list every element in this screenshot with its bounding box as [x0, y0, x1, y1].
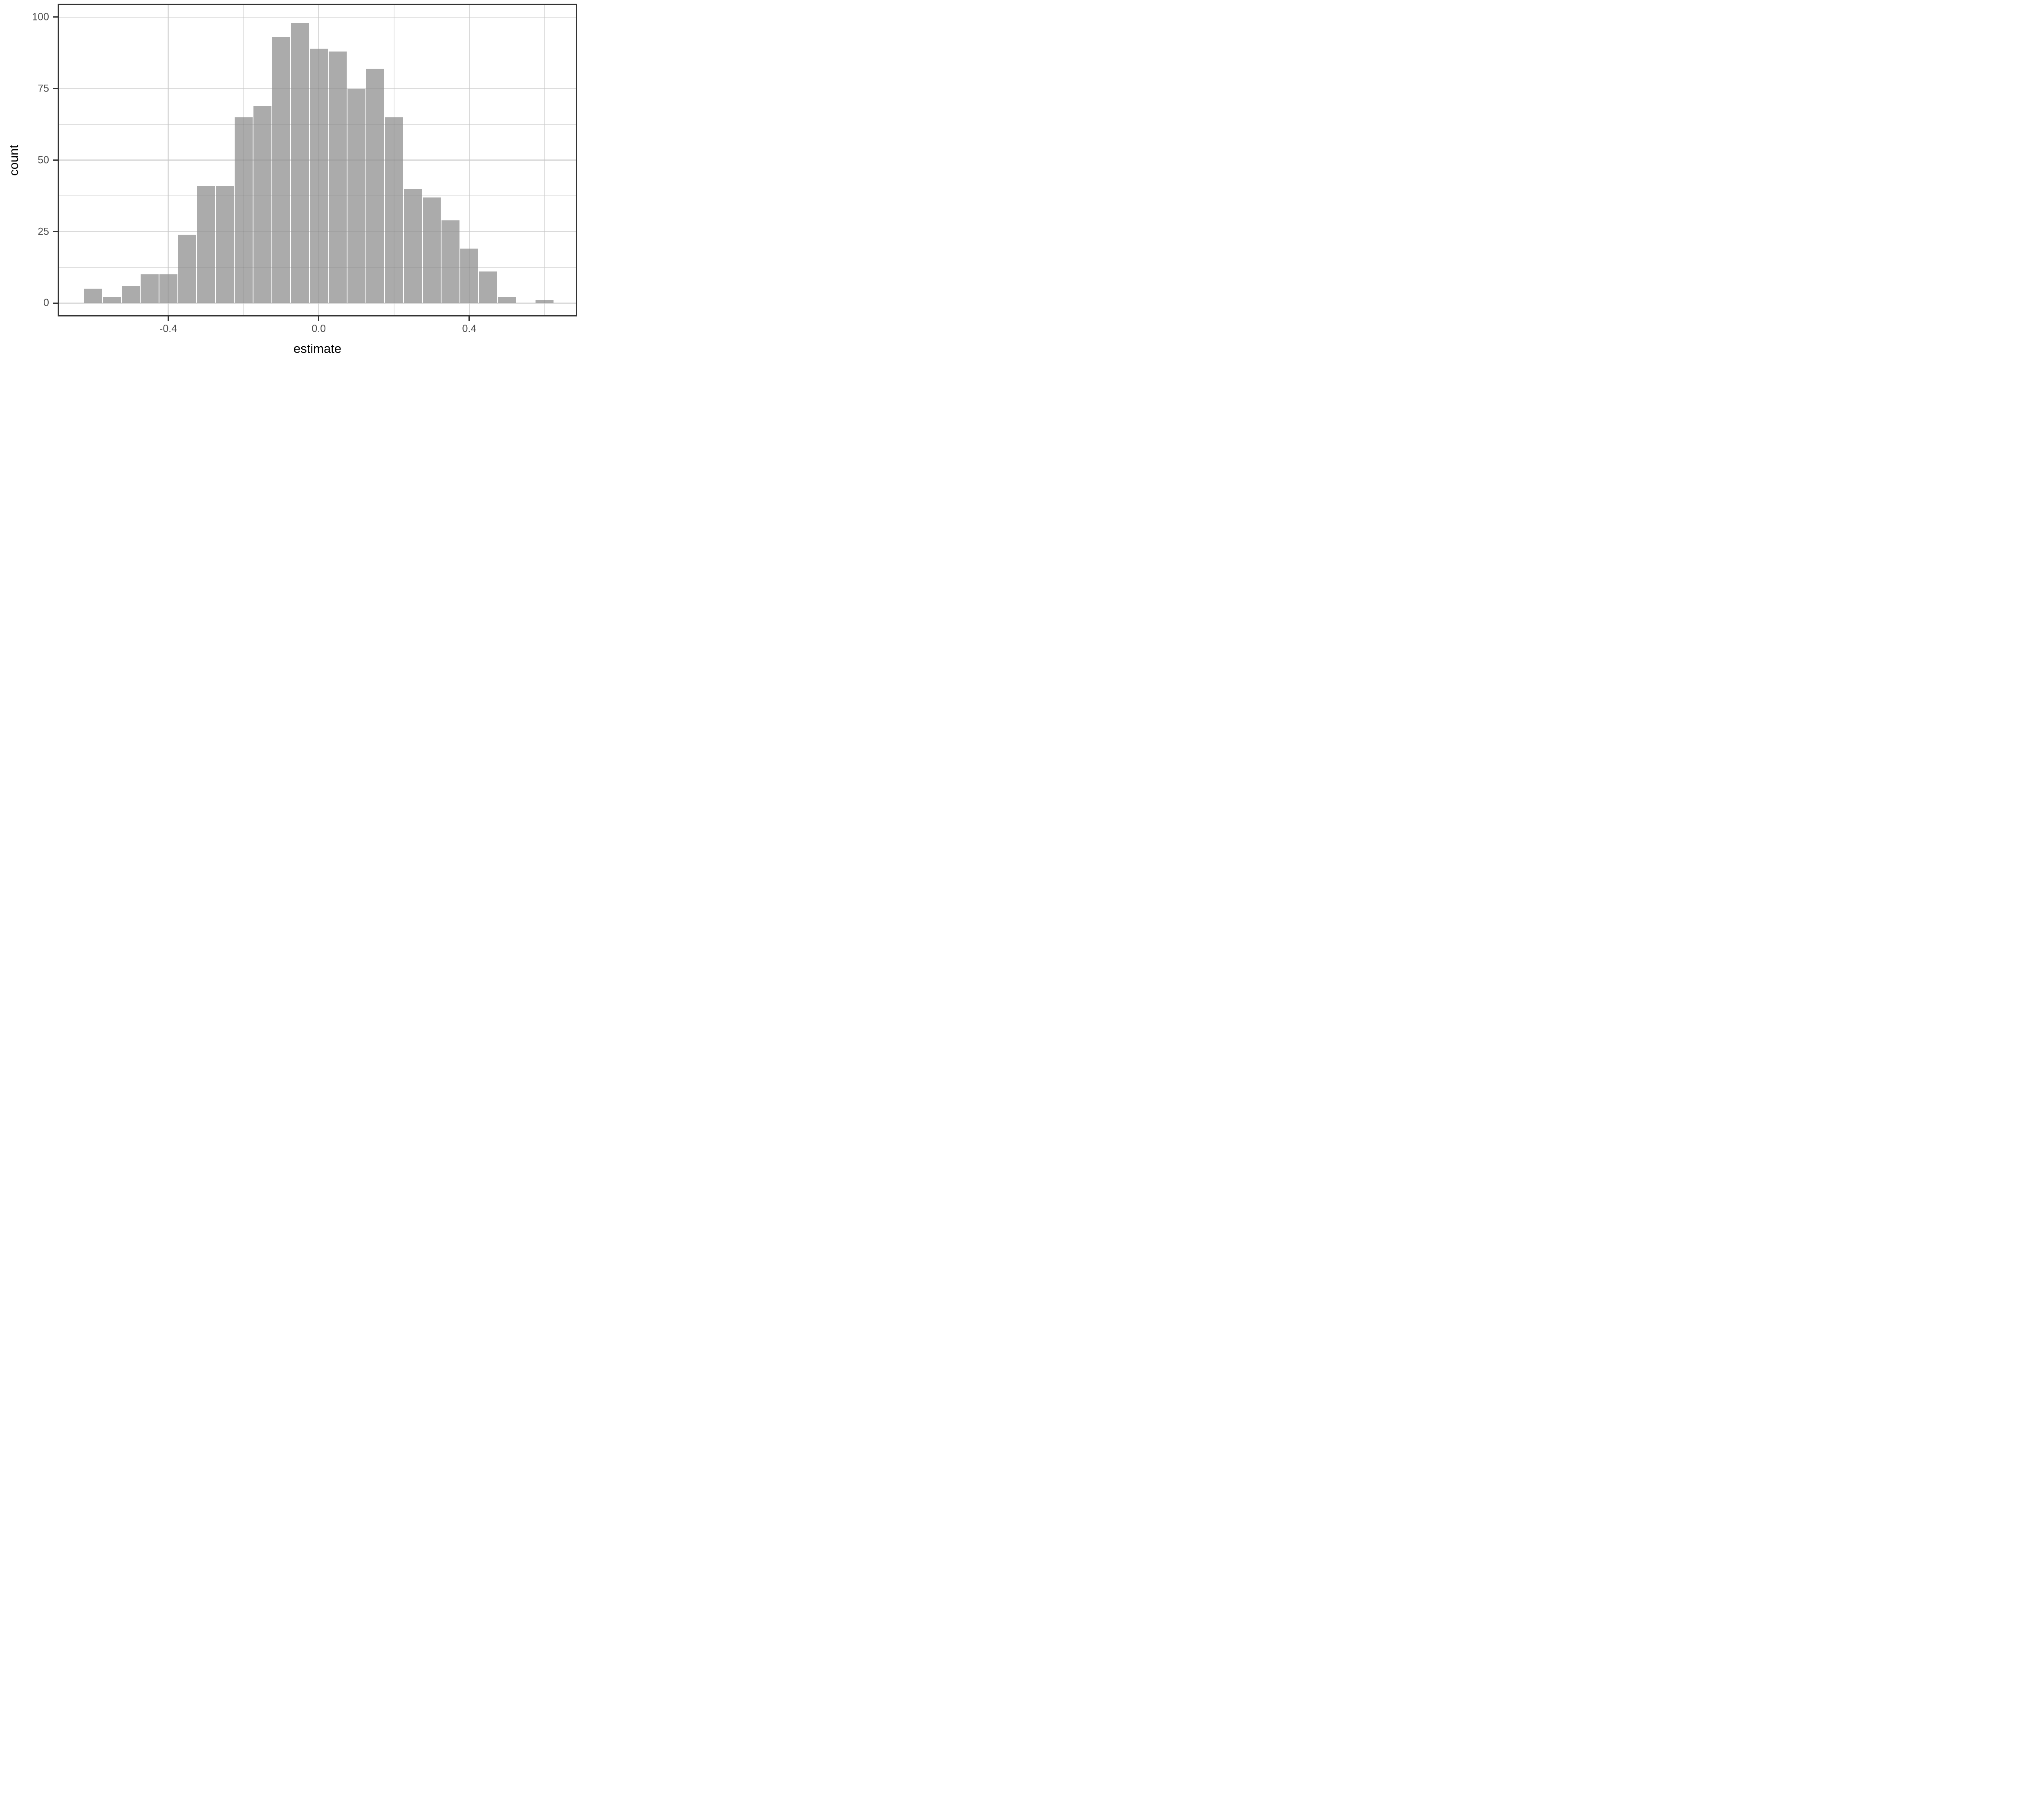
histogram-bar — [103, 297, 121, 303]
y-tick-label: 0 — [43, 297, 49, 309]
y-tick-mark — [53, 231, 58, 233]
y-tick-label: 25 — [38, 226, 49, 238]
x-tick-mark — [468, 316, 470, 321]
histogram-bar — [479, 271, 497, 303]
x-major-gridline-overlay — [468, 4, 470, 316]
histogram-bar — [347, 88, 365, 303]
histogram-bar — [140, 274, 159, 303]
x-axis-title: estimate — [293, 341, 342, 356]
y-tick-label: 75 — [38, 83, 49, 94]
plot-panel — [58, 4, 577, 316]
x-tick-mark — [168, 316, 169, 321]
x-tick-label: -0.4 — [159, 323, 177, 334]
x-major-gridline-overlay — [168, 4, 169, 316]
x-tick-mark — [318, 316, 320, 321]
histogram-bar — [385, 117, 403, 303]
histogram-bar — [309, 48, 328, 303]
histogram-bar — [234, 117, 253, 303]
y-major-gridline-overlay — [58, 16, 577, 18]
histogram-bar — [197, 186, 215, 303]
histogram-bar — [253, 105, 271, 303]
histogram-bar — [441, 220, 459, 303]
histogram-bar — [121, 286, 140, 303]
histogram-bar — [291, 22, 309, 303]
y-tick-mark — [53, 88, 58, 90]
y-major-gridline-overlay — [58, 231, 577, 232]
histogram-bar — [328, 51, 347, 303]
histogram-bar — [498, 297, 516, 303]
histogram-bar — [215, 186, 234, 303]
x-major-gridline-overlay — [318, 4, 319, 316]
y-minor-gridline-overlay — [58, 52, 577, 54]
histogram-bar — [159, 274, 177, 303]
histogram-bar — [422, 197, 441, 303]
x-minor-gridline-overlay — [243, 4, 244, 316]
y-tick-mark — [53, 302, 58, 304]
y-major-gridline-overlay — [58, 303, 577, 304]
y-tick-mark — [53, 159, 58, 161]
y-axis-title: count — [7, 144, 21, 176]
histogram-bar — [403, 188, 422, 303]
histogram-figure: -0.4 0.0 0.4 0 25 50 75 100 estimate count — [0, 0, 589, 364]
y-minor-gridline-overlay — [58, 195, 577, 196]
x-tick-label: 0.4 — [462, 323, 477, 334]
y-major-gridline-overlay — [58, 159, 577, 161]
y-major-gridline-overlay — [58, 88, 577, 89]
x-minor-gridline-overlay — [92, 4, 94, 316]
histogram-bar — [460, 249, 478, 303]
y-major-gridline — [58, 303, 577, 304]
y-tick-label: 100 — [32, 11, 49, 23]
x-tick-label: 0.0 — [312, 323, 326, 334]
histogram-bar — [84, 289, 102, 303]
histogram-bar — [272, 37, 290, 303]
y-minor-gridline-overlay — [58, 124, 577, 125]
histogram-bar — [366, 68, 384, 303]
histogram-bar — [178, 234, 196, 303]
y-minor-gridline-overlay — [58, 267, 577, 268]
y-tick-mark — [53, 16, 58, 18]
x-minor-gridline-overlay — [544, 4, 545, 316]
histogram-bar — [535, 300, 554, 303]
y-major-gridline — [58, 16, 577, 18]
y-tick-label: 50 — [38, 154, 49, 166]
